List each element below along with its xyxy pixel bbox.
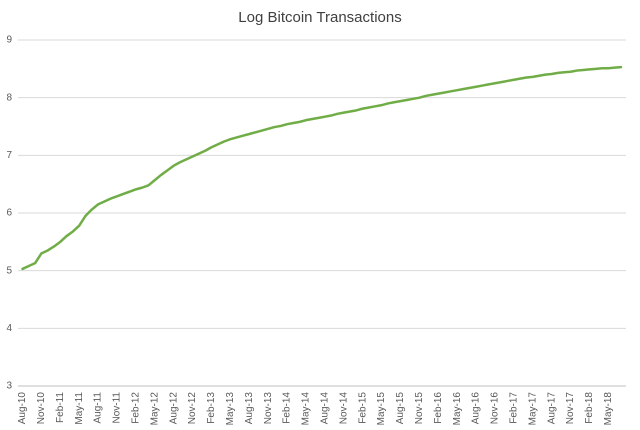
x-tick-label: May-12: [149, 392, 160, 426]
y-tick-label: 8: [6, 92, 12, 103]
x-tick-label: Nov-16: [490, 392, 501, 425]
x-tick-label: Aug-15: [395, 392, 406, 425]
x-tick-label: Aug-12: [168, 392, 179, 425]
x-tick-label: May-18: [603, 392, 614, 426]
x-tick-label: Feb-13: [206, 392, 217, 424]
x-tick-label: Feb-12: [131, 392, 142, 424]
x-tick-label: Feb-15: [357, 392, 368, 424]
x-tick-label: Feb-17: [509, 392, 520, 424]
x-tick-label: May-13: [225, 392, 236, 426]
x-tick-label: Aug-14: [320, 392, 331, 425]
x-tick-label: Feb-16: [433, 392, 444, 424]
y-tick-label: 5: [6, 265, 12, 276]
x-tick-label: May-16: [452, 392, 463, 426]
x-tick-label: Nov-15: [414, 392, 425, 425]
y-tick-label: 9: [6, 35, 12, 46]
y-tick-label: 3: [6, 381, 12, 392]
x-tick-label: Nov-12: [187, 392, 198, 425]
x-tick-label: Nov-17: [565, 392, 576, 425]
x-tick-label: May-15: [376, 392, 387, 426]
x-tick-label: Aug-13: [244, 392, 255, 425]
y-tick-label: 4: [6, 323, 12, 334]
x-tick-label: Feb-14: [282, 392, 293, 424]
x-tick-label: Nov-14: [338, 392, 349, 425]
y-tick-label: 7: [6, 150, 12, 161]
x-tick-label: May-14: [301, 392, 312, 426]
x-tick-label: Nov-10: [36, 392, 47, 425]
x-tick-label: Aug-11: [93, 392, 104, 424]
x-tick-label: Aug-16: [471, 392, 482, 425]
x-tick-label: Aug-10: [17, 392, 28, 425]
x-tick-label: Feb-18: [584, 392, 595, 424]
x-tick-label: Nov-13: [263, 392, 274, 425]
x-tick-label: May-11: [74, 392, 85, 425]
line: [21, 65, 623, 271]
x-tick-label: May-17: [527, 392, 538, 426]
chart-title: Log Bitcoin Transactions: [238, 9, 401, 26]
x-tick-label: Nov-11: [112, 392, 123, 424]
x-tick-label: Feb-11: [55, 392, 66, 423]
y-tick-label: 6: [6, 208, 12, 219]
x-tick-label: Aug-17: [546, 392, 557, 425]
